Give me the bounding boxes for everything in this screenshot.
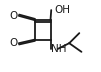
Text: NH: NH <box>50 44 66 54</box>
Text: OH: OH <box>54 5 70 15</box>
Text: O: O <box>9 11 17 21</box>
Text: O: O <box>9 38 17 48</box>
